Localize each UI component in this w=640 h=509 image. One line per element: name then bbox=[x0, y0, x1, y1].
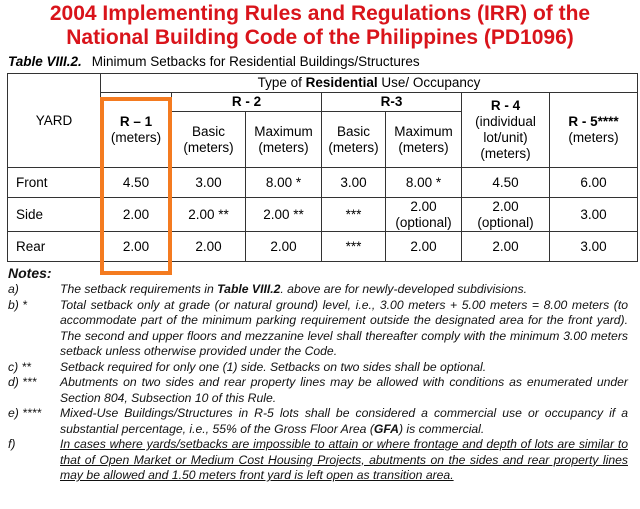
value-cell: 2.00 (optional) bbox=[461, 197, 550, 232]
note-post: ) is commercial. bbox=[398, 421, 485, 436]
header-type-post: Use/ Occupancy bbox=[377, 75, 481, 90]
page-title: 2004 Implementing Rules and Regulations … bbox=[0, 2, 640, 50]
note-text: Mixed-Use Buildings/Structures in R-5 lo… bbox=[60, 406, 628, 437]
notes-heading: Notes: bbox=[8, 265, 52, 281]
table-label: Table VIII.2. bbox=[8, 54, 82, 69]
r5-label: R - 5**** bbox=[568, 114, 619, 129]
yard-cell: Side bbox=[7, 197, 101, 232]
r5-unit: (meters) bbox=[568, 130, 619, 145]
note-text: In cases where yards/setbacks are imposs… bbox=[60, 437, 628, 484]
maximum-label: Maximum bbox=[394, 123, 453, 139]
yard-cell: Front bbox=[7, 167, 101, 198]
table-caption: Table VIII.2. Minimum Setbacks for Reside… bbox=[8, 53, 420, 71]
yard-cell: Rear bbox=[7, 231, 101, 262]
table-row: Rear 2.00 2.00 2.00 *** 2.00 2.00 3.00 bbox=[7, 231, 638, 262]
note-item: a) The setback requirements in Table VIII… bbox=[8, 282, 628, 298]
value-cell: 2.00 bbox=[245, 231, 322, 262]
value-cell: 8.00 * bbox=[385, 167, 462, 198]
setback-table: YARD Type of Residential Use/ Occupancy … bbox=[7, 73, 638, 262]
note-body: Total setback only at grade (or natural … bbox=[60, 297, 628, 359]
value-cell: *** bbox=[321, 231, 386, 262]
maximum-label: Maximum bbox=[254, 123, 313, 139]
unit-label: (meters) bbox=[398, 139, 449, 155]
basic-label: Basic bbox=[336, 123, 370, 139]
table-row: Side 2.00 2.00 ** 2.00 ** *** 2.00 (optional)… bbox=[7, 197, 638, 232]
value-cell: 2.00 bbox=[100, 197, 172, 232]
header-r5: R - 5**** (meters) bbox=[549, 92, 638, 168]
value-cell: 2.00 ** bbox=[171, 197, 246, 232]
note-item: d) *** Abutments on two sides and rear pr… bbox=[8, 375, 628, 406]
header-r4: R - 4 (individual lot/unit) (meters) bbox=[461, 92, 550, 168]
note-text: Setback required for only one (1) side. … bbox=[60, 360, 628, 376]
note-body: Setback required for only one (1) side. … bbox=[60, 359, 487, 374]
note-body: In cases where yards/setbacks are imposs… bbox=[60, 437, 628, 482]
header-type-pre: Type of bbox=[257, 75, 306, 90]
notes-section: Notes: a) The setback requirements in Tab… bbox=[8, 265, 628, 484]
r1-label: R – 1 bbox=[119, 114, 153, 129]
value-cell: 4.50 bbox=[100, 167, 172, 198]
note-item: e) **** Mixed-Use Buildings/Structures in… bbox=[8, 406, 628, 437]
unit-label: (meters) bbox=[183, 139, 234, 155]
value-cell: 3.00 bbox=[321, 167, 386, 198]
value-cell: 2.00 bbox=[171, 231, 246, 262]
note-bold: GFA bbox=[373, 421, 399, 436]
note-label: b) * bbox=[8, 297, 27, 312]
r3-basic: Basic (meters) bbox=[321, 111, 386, 168]
r4-unit: (meters) bbox=[480, 146, 531, 161]
note-label: f) bbox=[8, 437, 16, 451]
note-item: f) In cases where yards/setbacks are impo… bbox=[8, 437, 628, 484]
title-line-2: National Building Code of the Philippine… bbox=[66, 26, 574, 49]
note-label: e) **** bbox=[8, 406, 42, 420]
note-text: Total setback only at grade (or natural … bbox=[60, 298, 628, 360]
r2-basic: Basic (meters) bbox=[171, 111, 246, 168]
note-item: c) ** Setback required for only one (1) s… bbox=[8, 360, 628, 376]
header-r2: R - 2 bbox=[171, 92, 322, 112]
note-text: Abutments on two sides and rear property… bbox=[60, 375, 628, 406]
value-cell: 2.00 ** bbox=[245, 197, 322, 232]
unit-label: (meters) bbox=[328, 139, 379, 155]
header-type-bold: Residential bbox=[305, 75, 378, 90]
value-cell: 3.00 bbox=[549, 197, 638, 232]
unit-label: (meters) bbox=[258, 139, 309, 155]
value-cell: 3.00 bbox=[549, 231, 638, 262]
value-cell: 2.00 bbox=[385, 231, 462, 262]
note-bold: Table VIII.2 bbox=[217, 282, 281, 296]
value-cell: *** bbox=[321, 197, 386, 232]
value-cell: 2.00 bbox=[461, 231, 550, 262]
header-r1: R – 1 (meters) bbox=[100, 92, 172, 168]
r4-label: R - 4 bbox=[490, 98, 521, 113]
value-cell: 6.00 bbox=[549, 167, 638, 198]
note-label: a) bbox=[8, 282, 19, 296]
r4-sub1: (individual bbox=[475, 114, 536, 129]
value-cell: 3.00 bbox=[171, 167, 246, 198]
value-cell: 8.00 * bbox=[245, 167, 322, 198]
value-cell: 4.50 bbox=[461, 167, 550, 198]
note-label: c) ** bbox=[8, 359, 32, 374]
note-pre: Mixed-Use Buildings/Structures in R-5 lo… bbox=[60, 406, 628, 436]
table-row: Front 4.50 3.00 8.00 * 3.00 8.00 * 4.50 6.00 bbox=[7, 167, 638, 198]
r1-unit: (meters) bbox=[110, 130, 162, 145]
note-text: The setback requirements in Table VIII.2… bbox=[60, 282, 628, 298]
basic-label: Basic bbox=[191, 123, 225, 139]
note-item: b) * Total setback only at grade (or natu… bbox=[8, 298, 628, 360]
header-r3: R-3 bbox=[321, 92, 462, 112]
header-yard: YARD bbox=[7, 73, 101, 168]
header-type: Type of Residential Use/ Occupancy bbox=[100, 73, 638, 93]
r4-sub2: lot/unit) bbox=[483, 130, 528, 145]
note-body: Abutments on two sides and rear property… bbox=[60, 375, 628, 405]
note-pre: The setback requirements in bbox=[60, 282, 218, 296]
r3-maximum: Maximum (meters) bbox=[385, 111, 462, 168]
title-line-1: 2004 Implementing Rules and Regulations … bbox=[49, 2, 591, 25]
table-title: Minimum Setbacks for Residential Buildin… bbox=[91, 54, 420, 69]
value-cell: 2.00 (optional) bbox=[385, 197, 462, 232]
value-cell: 2.00 bbox=[100, 231, 172, 262]
note-label: d) *** bbox=[8, 375, 37, 389]
r2-maximum: Maximum (meters) bbox=[245, 111, 322, 168]
note-post: . above are for newly-developed subdivis… bbox=[280, 282, 527, 296]
